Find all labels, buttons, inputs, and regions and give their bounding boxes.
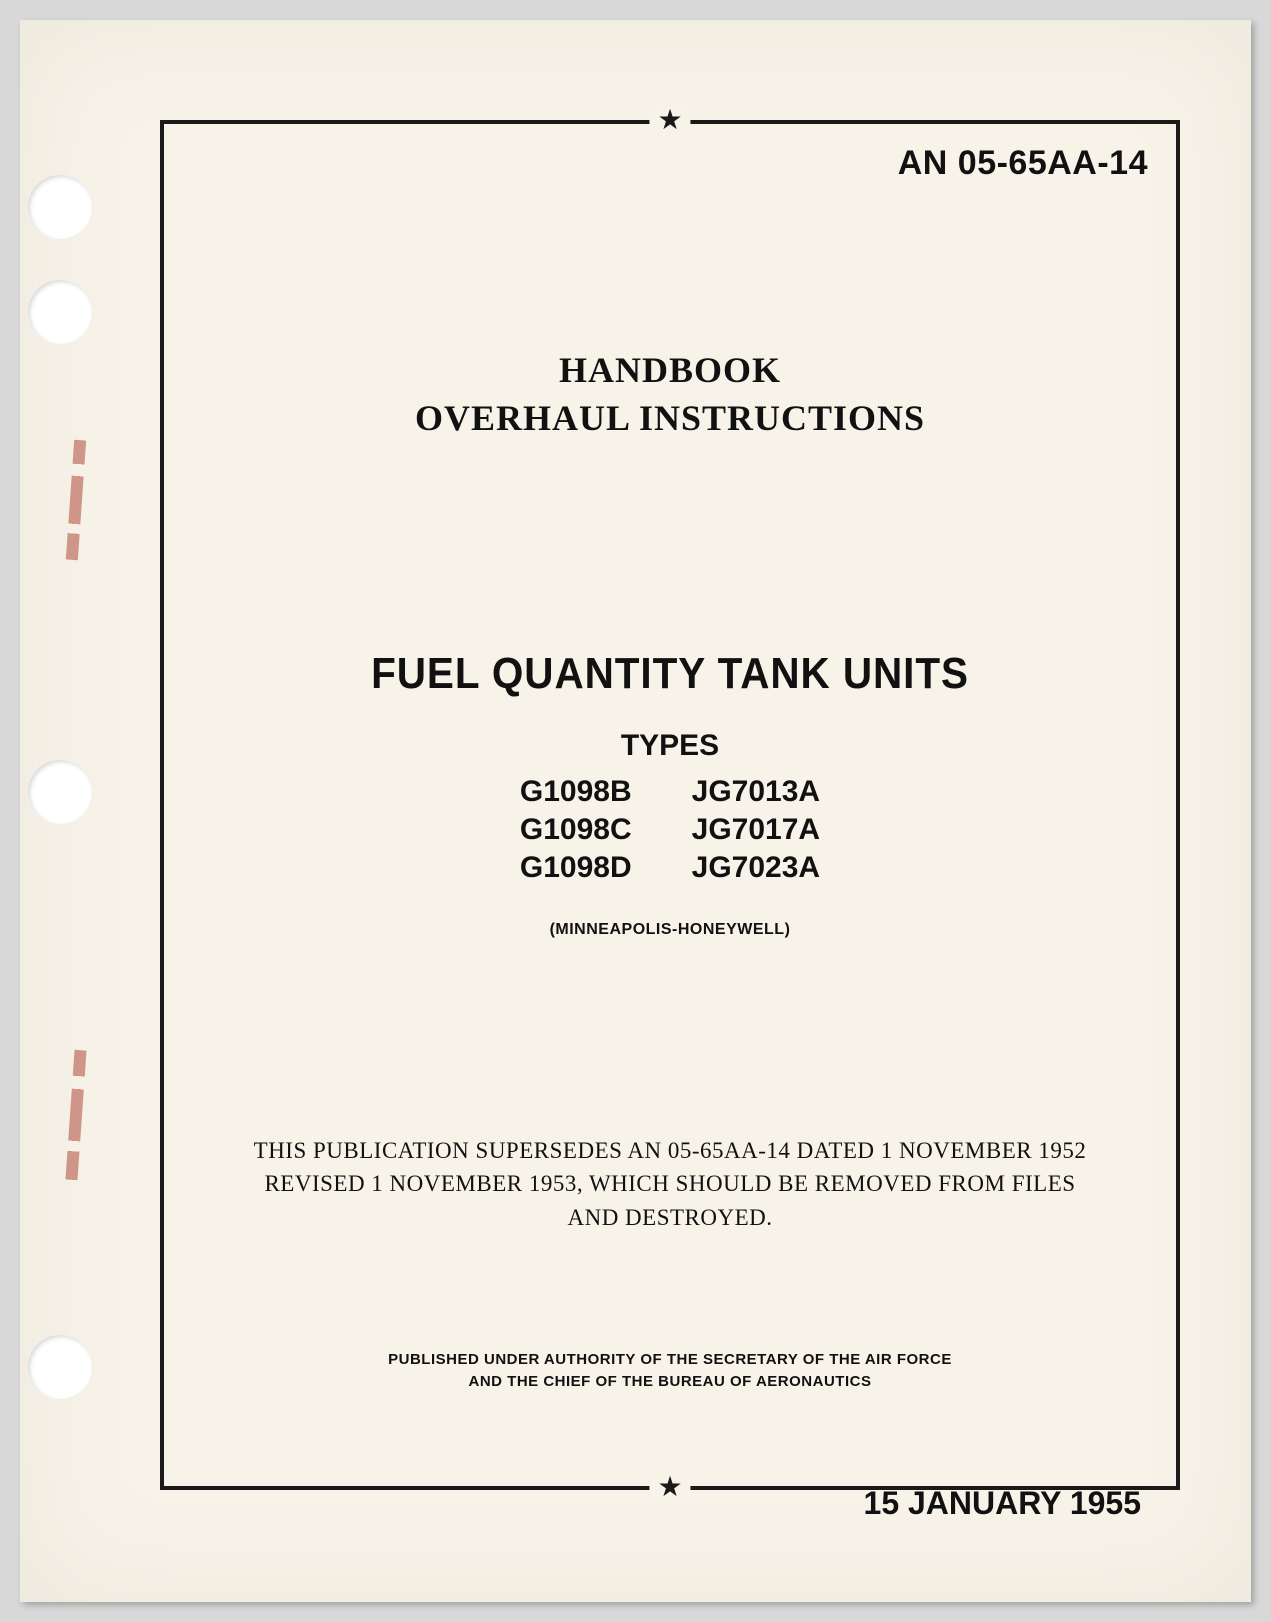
punch-hole — [28, 175, 92, 239]
types-label: TYPES — [164, 729, 1176, 763]
heading-line: HANDBOOK — [164, 349, 1176, 391]
document-id: AN 05-65AA-14 — [898, 144, 1148, 183]
scuff-mark — [65, 1050, 86, 1181]
type-code: JG7023A — [692, 851, 820, 885]
authority-line: AND THE CHIEF OF THE BUREAU OF AERONAUTI… — [244, 1371, 1096, 1393]
star-icon: ★ — [649, 107, 690, 135]
type-code: G1098C — [520, 813, 632, 847]
supersession-notice: THIS PUBLICATION SUPERSEDES AN 05-65AA-1… — [234, 1134, 1106, 1234]
authority-line: PUBLISHED UNDER AUTHORITY OF THE SECRETA… — [244, 1349, 1096, 1371]
title-block: FUEL QUANTITY TANK UNITS TYPES G1098B JG… — [164, 649, 1176, 939]
manufacturer: (MINNEAPOLIS-HONEYWELL) — [164, 921, 1176, 939]
scanned-page: ★ ★ AN 05-65AA-14 HANDBOOK OVERHAUL INST… — [20, 20, 1251, 1602]
supersede-line: REVISED 1 NOVEMBER 1953, WHICH SHOULD BE… — [234, 1167, 1106, 1200]
document-date: 15 JANUARY 1955 — [864, 1485, 1141, 1522]
scuff-mark — [66, 440, 86, 561]
punch-hole — [28, 1335, 92, 1399]
supersede-line: AND DESTROYED. — [234, 1201, 1106, 1234]
heading-line: OVERHAUL INSTRUCTIONS — [164, 397, 1176, 439]
main-title: FUEL QUANTITY TANK UNITS — [204, 649, 1135, 699]
type-code: JG7017A — [692, 813, 820, 847]
handbook-heading: HANDBOOK OVERHAUL INSTRUCTIONS — [164, 349, 1176, 439]
publishing-authority: PUBLISHED UNDER AUTHORITY OF THE SECRETA… — [244, 1349, 1096, 1393]
supersede-line: THIS PUBLICATION SUPERSEDES AN 05-65AA-1… — [234, 1134, 1106, 1167]
type-code: G1098B — [520, 775, 632, 809]
punch-hole — [28, 280, 92, 344]
type-code: G1098D — [520, 851, 632, 885]
star-icon: ★ — [649, 1474, 690, 1502]
types-grid: G1098B JG7013A G1098C JG7017A G1098D JG7… — [520, 775, 820, 885]
cover-frame: ★ ★ AN 05-65AA-14 HANDBOOK OVERHAUL INST… — [160, 120, 1180, 1490]
punch-hole — [28, 760, 92, 824]
type-code: JG7013A — [692, 775, 820, 809]
